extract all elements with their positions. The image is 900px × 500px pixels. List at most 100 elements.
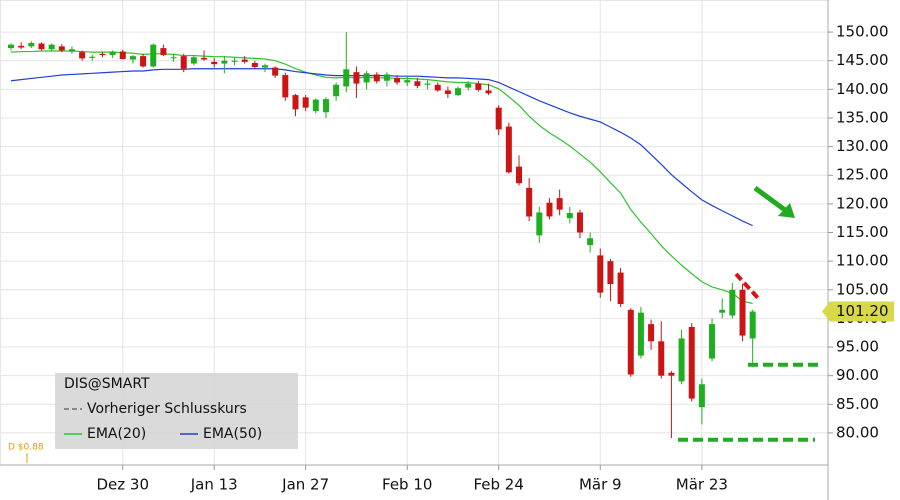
x-tick-label: Feb 24	[473, 476, 523, 494]
candle-body	[383, 74, 390, 81]
candle-body	[475, 83, 482, 90]
candle-body	[231, 60, 238, 62]
candle-body	[556, 198, 563, 210]
candle-body	[201, 57, 208, 60]
candle-body	[709, 324, 716, 359]
candle-body	[607, 261, 614, 285]
candle-body	[597, 255, 604, 293]
y-tick-label: 140.00	[836, 80, 889, 98]
candle-body	[292, 95, 299, 110]
legend-title: DIS@SMART	[64, 376, 150, 392]
dividend-label: D $0.88	[8, 443, 44, 453]
candle-body	[312, 99, 319, 112]
candle-body	[140, 56, 147, 67]
trend-arrow-head	[778, 203, 795, 218]
y-tick-label: 90.00	[836, 366, 879, 384]
y-tick-label: 120.00	[836, 194, 889, 212]
candle-body	[180, 56, 187, 69]
candle-body	[68, 49, 75, 52]
legend-item: EMA(50)	[203, 426, 262, 442]
candle-body	[272, 67, 279, 76]
candle-body	[719, 309, 726, 313]
candle-body	[302, 97, 309, 108]
candle-body	[516, 166, 522, 184]
candle-body	[262, 65, 268, 68]
candle-body	[99, 53, 106, 55]
candle-body	[566, 213, 573, 219]
candle-body	[404, 80, 411, 83]
candle-body	[546, 202, 553, 217]
y-tick-label: 135.00	[836, 108, 889, 126]
ema-line	[10, 50, 753, 305]
y-tick-label: 115.00	[836, 223, 889, 241]
candle-body	[648, 324, 655, 342]
candle-body	[170, 57, 177, 59]
candle-body	[637, 312, 644, 356]
candle-body	[18, 45, 25, 48]
y-tick-label: 95.00	[836, 338, 879, 356]
candle-body	[627, 309, 634, 375]
y-tick-label: 145.00	[836, 51, 889, 69]
candle-body	[729, 289, 736, 316]
candle-body	[150, 44, 157, 67]
y-tick-label: 150.00	[836, 23, 889, 41]
candle-body	[109, 51, 116, 55]
candle-body	[160, 48, 167, 55]
candle-body	[495, 107, 502, 130]
ema-line	[10, 68, 753, 227]
x-tick-label: Mär 23	[676, 476, 728, 494]
candle-body	[424, 83, 431, 85]
candle-body	[363, 73, 370, 83]
candle-body	[251, 62, 258, 68]
last-price-label: 101.20	[836, 302, 889, 320]
candle-body	[536, 212, 543, 236]
x-tick-label: Feb 10	[382, 476, 432, 494]
x-tick-label: Mär 9	[579, 476, 622, 494]
legend-box	[55, 373, 298, 449]
candle-body	[343, 69, 350, 87]
candle-body	[576, 212, 583, 233]
y-tick-label: 110.00	[836, 252, 889, 270]
candle-body	[38, 43, 45, 50]
grid	[0, 0, 828, 465]
candle-body	[688, 326, 695, 399]
candle-body	[749, 311, 756, 339]
y-tick-label: 125.00	[836, 166, 889, 184]
candle-body	[322, 99, 329, 113]
trend-arrow	[753, 185, 787, 213]
candle-body	[526, 187, 533, 217]
candle-body	[79, 52, 86, 59]
candle-body	[394, 77, 401, 83]
candle-body	[444, 90, 451, 94]
candle-body	[587, 238, 594, 246]
candle-body	[190, 57, 197, 64]
legend-item: EMA(20)	[87, 426, 146, 442]
candle-body	[485, 90, 492, 94]
candle-body	[8, 44, 14, 49]
candle-body	[241, 59, 248, 62]
x-tick-label: Dez 30	[97, 476, 150, 494]
candle-body	[434, 84, 441, 91]
candle-body	[414, 81, 421, 86]
candle-body	[119, 51, 126, 59]
candle-body	[282, 75, 289, 98]
annotations	[678, 185, 818, 442]
candle-body	[89, 56, 96, 58]
candle-body	[505, 126, 512, 173]
candle-body	[373, 74, 380, 82]
candle-body	[129, 56, 136, 60]
candle-body	[617, 272, 624, 305]
x-tick-label: Jan 13	[190, 476, 238, 494]
candle-body	[333, 84, 340, 97]
candle-body	[668, 372, 675, 376]
candle-body	[58, 46, 65, 51]
y-tick-label: 85.00	[836, 395, 879, 413]
candle-body	[698, 384, 705, 408]
candle-body	[658, 341, 665, 376]
y-tick-label: 80.00	[836, 423, 879, 441]
legend-item: Vorheriger Schlusskurs	[87, 401, 247, 417]
indicator-lines	[10, 50, 753, 305]
candle-body	[678, 338, 685, 382]
candle-body	[28, 42, 35, 47]
